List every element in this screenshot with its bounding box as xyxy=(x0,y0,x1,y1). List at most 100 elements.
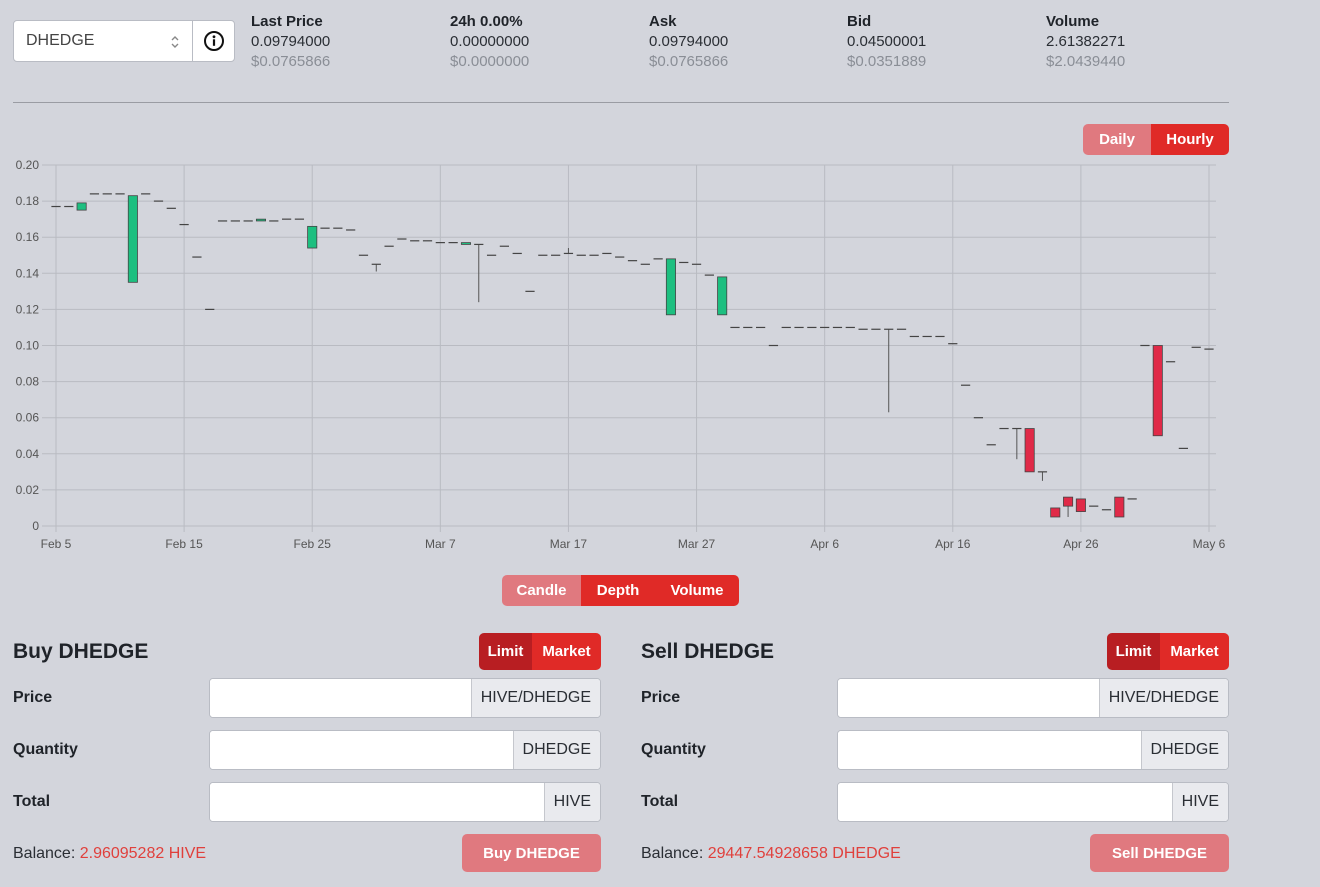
stat-value: 0.00000000 xyxy=(450,33,530,50)
candle-body xyxy=(1152,345,1163,437)
candle-body xyxy=(255,218,266,222)
candle-body xyxy=(1063,496,1074,507)
sell-quantity-unit: DHEDGE xyxy=(1140,731,1228,769)
sell-total-label: Total xyxy=(641,793,679,810)
stat-usd: $2.0439440 xyxy=(1046,53,1126,70)
candle-body xyxy=(665,258,676,316)
x-tick-label: Feb 15 xyxy=(165,537,203,551)
sell-order-type-toggle: Limit Market xyxy=(1107,633,1229,670)
info-button[interactable] xyxy=(192,21,234,61)
y-tick-label: 0.10 xyxy=(16,339,40,353)
stat-usd: $0.0765866 xyxy=(251,53,331,70)
sell-total-input[interactable] xyxy=(838,783,1172,821)
stat-last-price: Last Price 0.09794000 $0.0765866 xyxy=(251,12,441,72)
candlestick-chart: 0 0.02 0.04 0.06 0.08 0.10 0.12 0.14 0.16 0.18 0.2… xyxy=(16,158,1226,551)
x-tick-label: Mar 7 xyxy=(425,537,456,551)
x-tick-label: Apr 26 xyxy=(1063,537,1099,551)
token-dropdown[interactable]: DHEDGE xyxy=(14,21,192,61)
x-tick-label: Feb 5 xyxy=(41,537,72,551)
stat-value: 2.61382271 xyxy=(1046,33,1126,50)
stat-usd: $0.0000000 xyxy=(450,53,530,70)
x-tick-label: Mar 27 xyxy=(678,537,716,551)
y-tick-label: 0.04 xyxy=(16,447,40,461)
y-tick-label: 0.18 xyxy=(16,194,40,208)
buy-total-label: Total xyxy=(13,793,51,810)
sell-total-unit: HIVE xyxy=(1171,783,1228,821)
stat-24h-change: 24h 0.00% 0.00000000 $0.0000000 xyxy=(450,12,640,72)
candle-body xyxy=(307,225,318,249)
y-tick-label: 0.08 xyxy=(16,375,40,389)
x-tick-label: Apr 16 xyxy=(935,537,971,551)
sell-total-group: HIVE xyxy=(837,782,1229,822)
candle-body xyxy=(1050,507,1061,518)
stat-usd: $0.0765866 xyxy=(649,53,729,70)
sell-button[interactable]: Sell DHEDGE xyxy=(1090,834,1229,872)
stat-value: 0.09794000 xyxy=(251,33,331,50)
candle-body xyxy=(1114,496,1125,518)
sell-quantity-group: DHEDGE xyxy=(837,730,1229,770)
y-tick-label: 0.20 xyxy=(16,158,40,172)
y-tick-label: 0.14 xyxy=(16,266,40,280)
x-tick-label: Mar 17 xyxy=(550,537,588,551)
stat-value: 0.09794000 xyxy=(649,33,729,50)
hourly-button[interactable]: Hourly xyxy=(1151,124,1229,155)
x-tick-label: May 6 xyxy=(1193,537,1226,551)
buy-button[interactable]: Buy DHEDGE xyxy=(462,834,601,872)
sell-quantity-label: Quantity xyxy=(641,741,706,758)
sell-price-group: HIVE/DHEDGE xyxy=(837,678,1229,718)
y-tick-label: 0.12 xyxy=(16,302,40,316)
y-tick-label: 0 xyxy=(32,519,39,533)
stat-label: Ask xyxy=(649,13,677,30)
candle-body xyxy=(127,195,138,283)
token-select[interactable]: DHEDGE xyxy=(13,20,235,62)
stat-label: Bid xyxy=(847,13,872,30)
chevron-updown-icon xyxy=(171,36,179,48)
token-select-value: DHEDGE xyxy=(26,32,95,49)
buy-quantity-group: DHEDGE xyxy=(209,730,601,770)
buy-quantity-label: Quantity xyxy=(13,741,78,758)
depth-button[interactable]: Depth xyxy=(581,575,655,606)
sell-price-label: Price xyxy=(641,689,681,706)
sell-balance-value[interactable]: 29447.54928658 DHEDGE xyxy=(707,845,901,862)
stat-bid: Bid 0.04500001 $0.0351889 xyxy=(847,12,1037,72)
candle-body xyxy=(1075,498,1086,512)
info-circle-icon xyxy=(203,31,224,51)
sell-market-button[interactable]: Market xyxy=(1160,633,1229,670)
buy-total-input[interactable] xyxy=(210,783,544,821)
buy-market-button[interactable]: Market xyxy=(532,633,601,670)
buy-limit-button[interactable]: Limit xyxy=(479,633,532,670)
sell-balance: Balance: 29447.54928658 DHEDGE xyxy=(641,845,901,863)
candle-body xyxy=(460,242,471,245)
sell-quantity-input[interactable] xyxy=(838,731,1141,769)
y-tick-label: 0.16 xyxy=(16,230,40,244)
buy-balance-value[interactable]: 2.96095282 HIVE xyxy=(79,845,207,862)
stat-volume: Volume 2.61382271 $2.0439440 xyxy=(1046,12,1236,72)
daily-button[interactable]: Daily xyxy=(1083,124,1151,155)
buy-order-type-toggle: Limit Market xyxy=(479,633,601,670)
chart-type-toggle: Candle Depth Volume xyxy=(502,575,739,606)
buy-price-input[interactable] xyxy=(210,679,471,717)
stat-value: 0.04500001 xyxy=(847,33,927,50)
buy-price-group: HIVE/DHEDGE xyxy=(209,678,601,718)
candle-body xyxy=(76,202,87,211)
interval-toggle: Daily Hourly xyxy=(1083,124,1229,155)
buy-total-unit: HIVE xyxy=(543,783,600,821)
x-tick-label: Feb 25 xyxy=(294,537,332,551)
sell-title: Sell DHEDGE xyxy=(641,640,775,663)
buy-balance: Balance: 2.96095282 HIVE xyxy=(13,845,206,863)
buy-balance-label: Balance: xyxy=(13,845,76,862)
buy-price-label: Price xyxy=(13,689,53,706)
sell-limit-button[interactable]: Limit xyxy=(1107,633,1160,670)
volume-button[interactable]: Volume xyxy=(655,575,739,606)
sell-price-input[interactable] xyxy=(838,679,1099,717)
candle-button[interactable]: Candle xyxy=(502,575,581,606)
x-tick-label: Apr 6 xyxy=(810,537,839,551)
stat-label: Volume xyxy=(1046,13,1100,30)
stat-ask: Ask 0.09794000 $0.0765866 xyxy=(649,12,839,72)
buy-quantity-input[interactable] xyxy=(210,731,513,769)
candle-body xyxy=(1024,428,1035,473)
y-tick-label: 0.06 xyxy=(16,411,40,425)
y-tick-label: 0.02 xyxy=(16,483,40,497)
stat-usd: $0.0351889 xyxy=(847,53,927,70)
buy-quantity-unit: DHEDGE xyxy=(512,731,600,769)
